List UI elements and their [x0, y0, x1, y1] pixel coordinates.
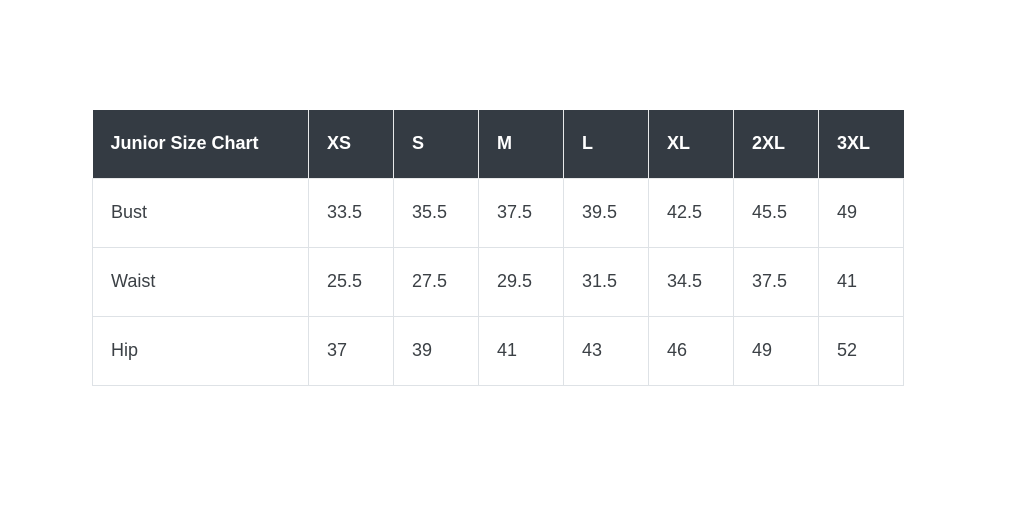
- value-cell: 25.5: [308, 246, 394, 317]
- row-label-cell: Waist: [92, 246, 309, 317]
- row-label-cell: Bust: [92, 177, 309, 248]
- table-row-bust: Bust 33.5 35.5 37.5 39.5 42.5 45.5 49: [92, 177, 904, 248]
- header-size-cell-2xl: 2XL: [733, 110, 819, 179]
- chart-title-cell: Junior Size Chart: [92, 110, 309, 179]
- value-cell: 37.5: [478, 177, 564, 248]
- value-cell: 39.5: [563, 177, 649, 248]
- value-cell: 49: [818, 177, 904, 248]
- header-row: Junior Size Chart XS S M L XL 2XL 3XL: [92, 110, 904, 179]
- value-cell: 33.5: [308, 177, 394, 248]
- value-cell: 27.5: [393, 246, 479, 317]
- value-cell: 46: [648, 315, 734, 386]
- value-cell: 42.5: [648, 177, 734, 248]
- size-chart-body: Bust 33.5 35.5 37.5 39.5 42.5 45.5 49 Wa…: [92, 177, 904, 386]
- junior-size-chart-table: Junior Size Chart XS S M L XL 2XL 3XL Bu…: [92, 110, 904, 386]
- value-cell: 29.5: [478, 246, 564, 317]
- header-size-cell-xl: XL: [648, 110, 734, 179]
- header-size-cell-s: S: [393, 110, 479, 179]
- value-cell: 49: [733, 315, 819, 386]
- value-cell: 41: [818, 246, 904, 317]
- value-cell: 37: [308, 315, 394, 386]
- value-cell: 41: [478, 315, 564, 386]
- table-row-waist: Waist 25.5 27.5 29.5 31.5 34.5 37.5 41: [92, 246, 904, 317]
- size-chart-header: Junior Size Chart XS S M L XL 2XL 3XL: [92, 110, 904, 179]
- value-cell: 52: [818, 315, 904, 386]
- size-chart-container: Junior Size Chart XS S M L XL 2XL 3XL Bu…: [92, 110, 904, 386]
- row-label-cell: Hip: [92, 315, 309, 386]
- value-cell: 45.5: [733, 177, 819, 248]
- table-row-hip: Hip 37 39 41 43 46 49 52: [92, 315, 904, 386]
- value-cell: 43: [563, 315, 649, 386]
- header-size-cell-3xl: 3XL: [818, 110, 904, 179]
- header-size-cell-l: L: [563, 110, 649, 179]
- value-cell: 31.5: [563, 246, 649, 317]
- value-cell: 34.5: [648, 246, 734, 317]
- value-cell: 37.5: [733, 246, 819, 317]
- header-size-cell-xs: XS: [308, 110, 394, 179]
- header-size-cell-m: M: [478, 110, 564, 179]
- value-cell: 39: [393, 315, 479, 386]
- value-cell: 35.5: [393, 177, 479, 248]
